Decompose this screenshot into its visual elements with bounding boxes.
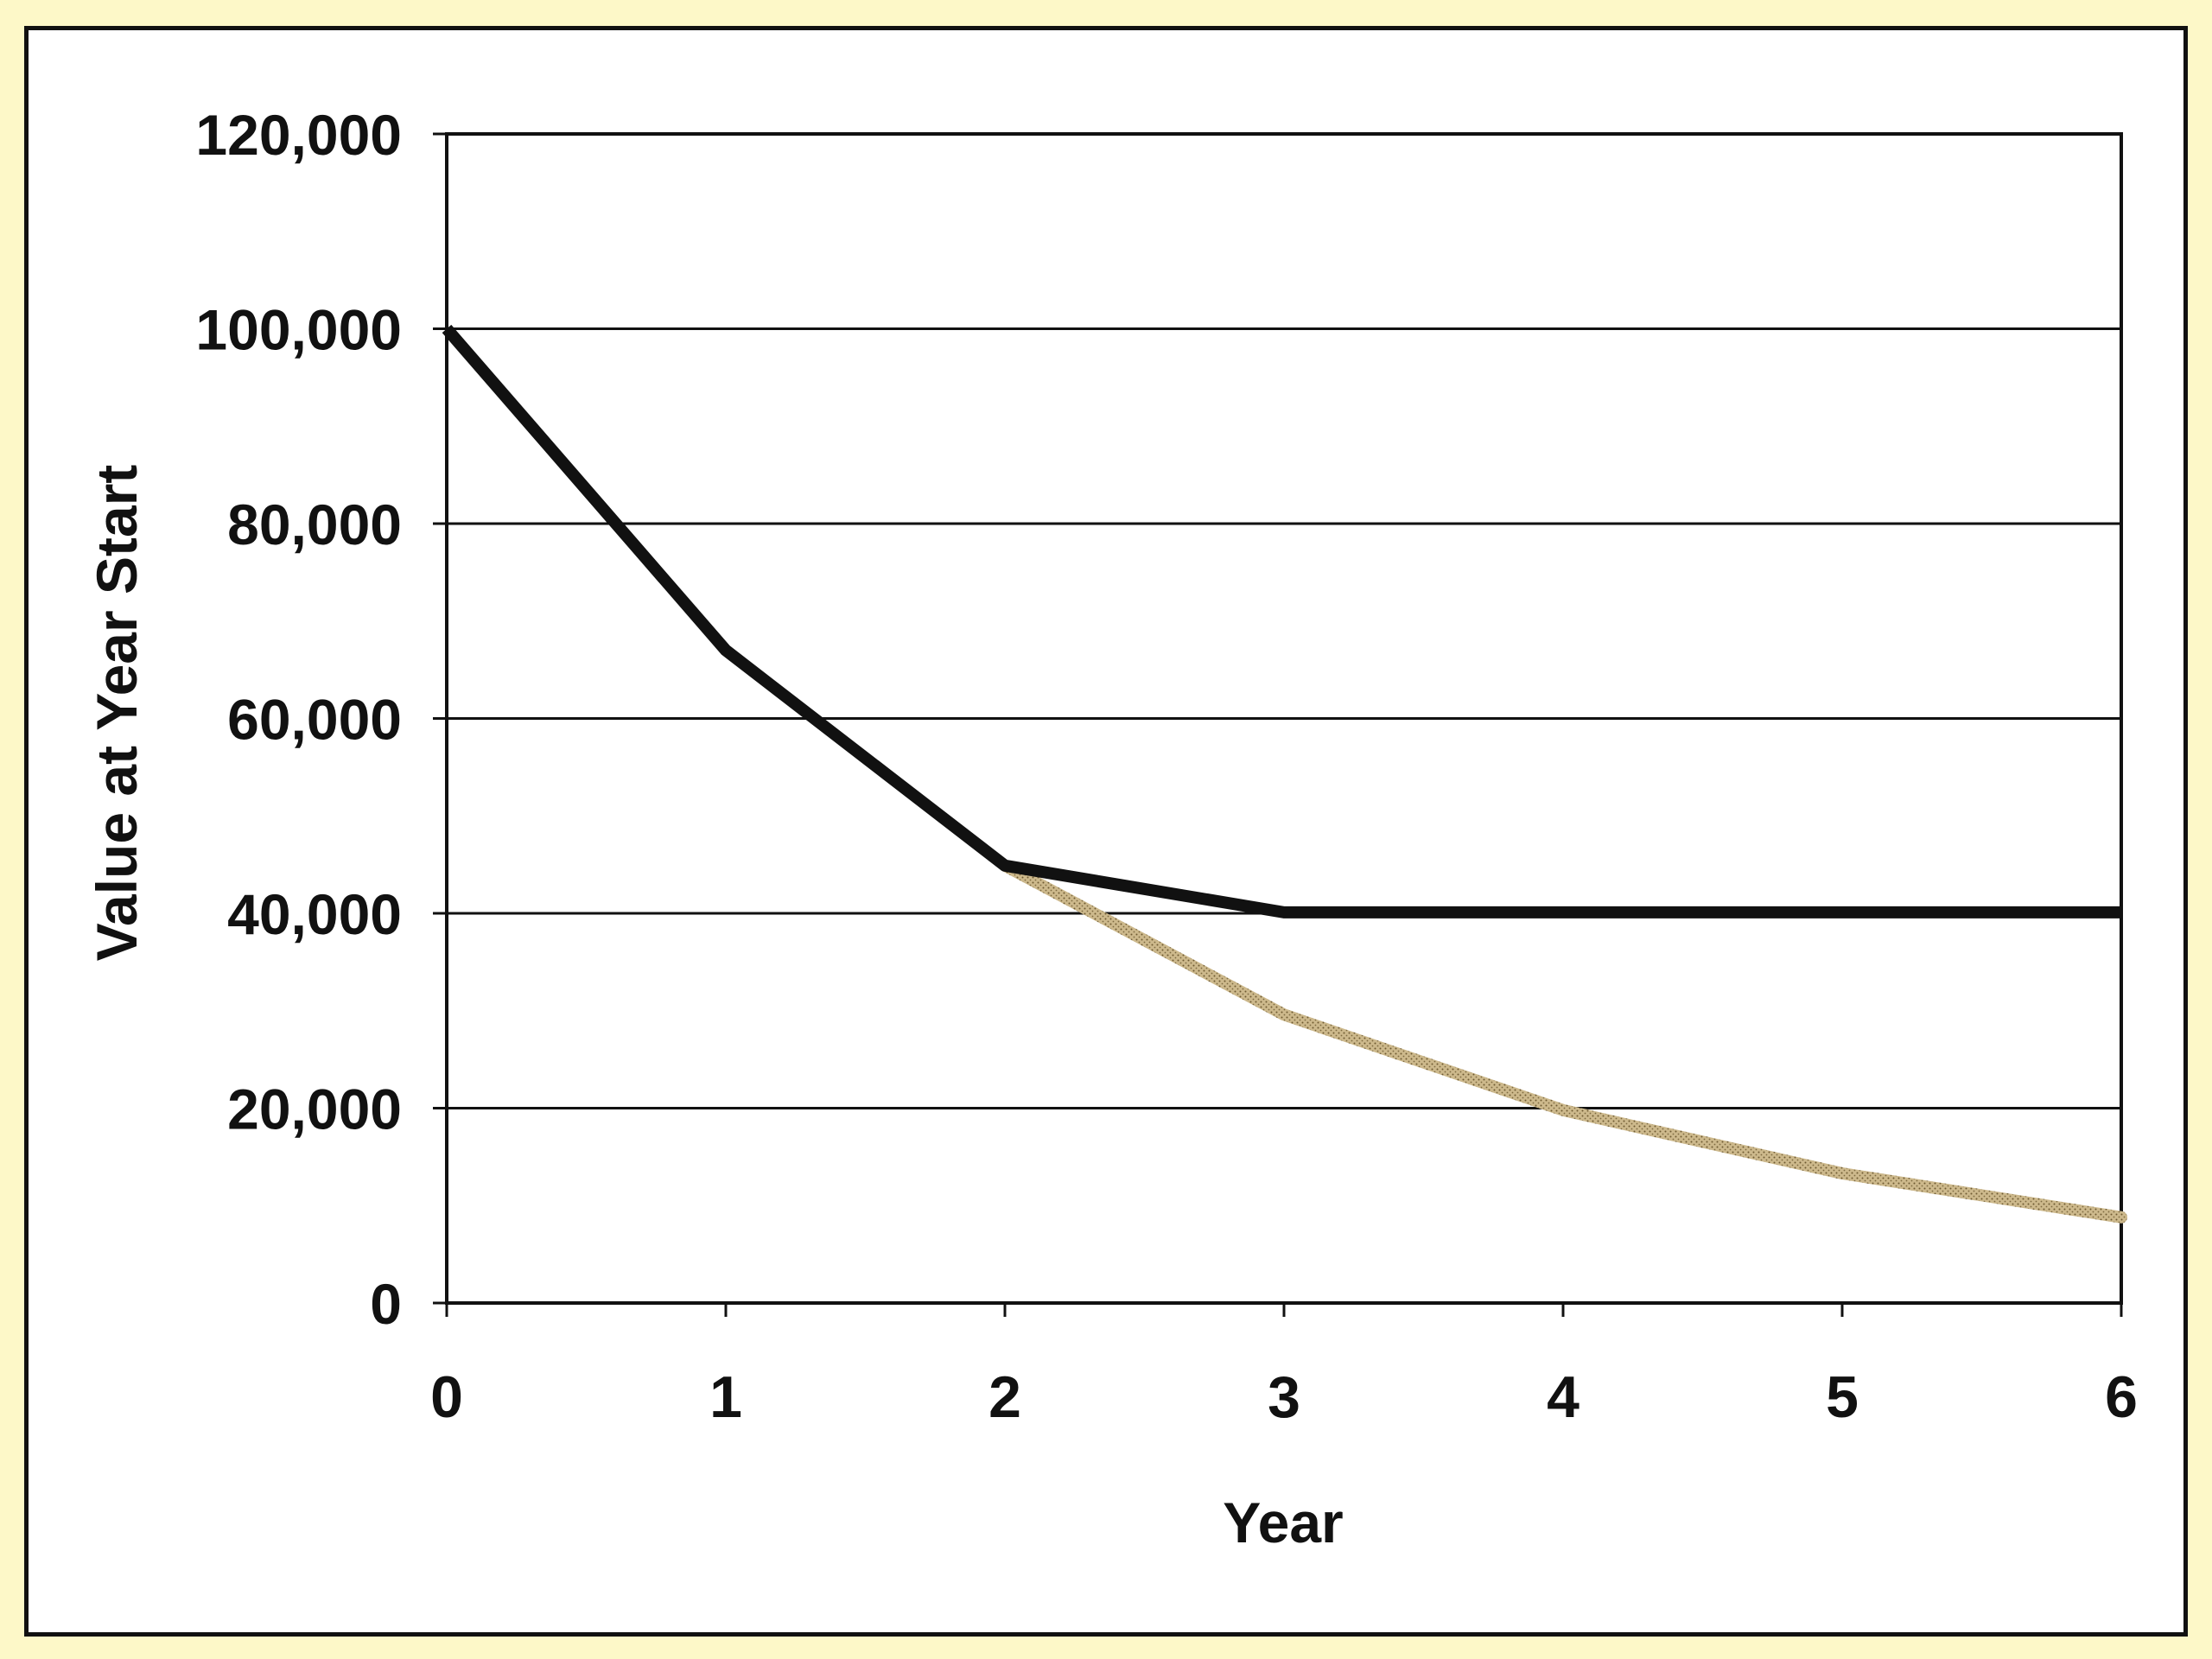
axis-labels: Year Value at Year Start bbox=[85, 465, 1344, 1554]
x-tick-label: 5 bbox=[1826, 1364, 1859, 1430]
x-tick-label: 1 bbox=[709, 1364, 742, 1430]
x-axis-title: Year bbox=[1223, 1491, 1343, 1554]
x-tick-label: 0 bbox=[430, 1364, 463, 1430]
y-axis-title: Value at Year Start bbox=[85, 465, 149, 962]
x-tick-label: 3 bbox=[1268, 1364, 1300, 1430]
plot-border bbox=[445, 132, 2123, 1305]
y-tick-label: 60,000 bbox=[227, 688, 402, 752]
y-tick-label: 20,000 bbox=[227, 1077, 402, 1141]
series-line-0 bbox=[442, 324, 2121, 918]
axes: 0 20,000 40,000 60,000 80,000 100,000 120,000 0… bbox=[195, 103, 2137, 1430]
y-tick-label: 40,000 bbox=[227, 882, 402, 946]
y-tick-label: 80,000 bbox=[227, 493, 402, 556]
y-tick-label: 100,000 bbox=[195, 298, 402, 362]
series-layer bbox=[442, 324, 2127, 1224]
x-tick-label: 6 bbox=[2105, 1364, 2138, 1430]
chart-frame bbox=[24, 26, 2188, 1637]
y-tick-label: 0 bbox=[370, 1272, 402, 1336]
y-tick-label: 120,000 bbox=[195, 103, 402, 167]
series-line-1 bbox=[999, 859, 2127, 1224]
x-tick-label: 4 bbox=[1547, 1364, 1580, 1430]
x-tick-label: 2 bbox=[988, 1364, 1021, 1430]
